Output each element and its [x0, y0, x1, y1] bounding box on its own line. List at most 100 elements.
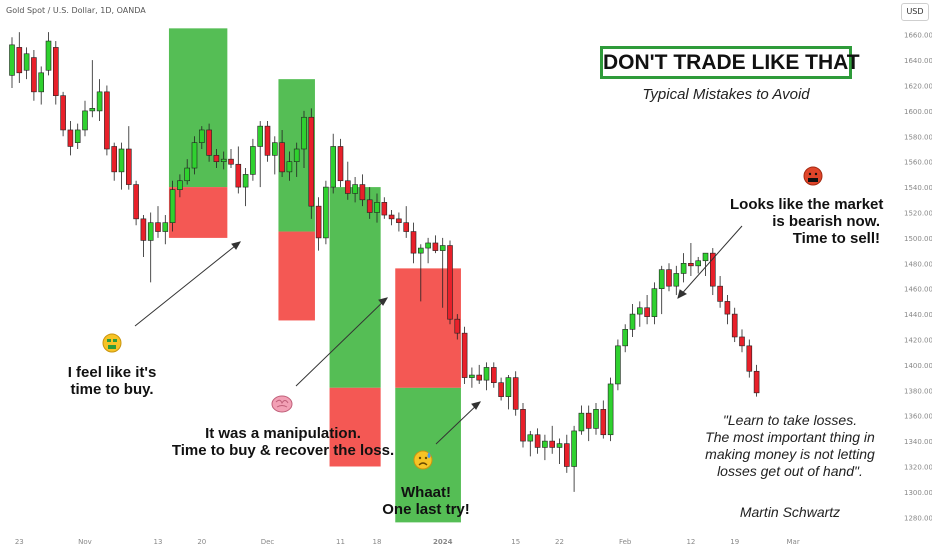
subheadline: Typical Mistakes to Avoid — [642, 86, 810, 103]
candle-73 — [542, 440, 548, 448]
candle-67 — [498, 382, 504, 397]
candle-21 — [162, 222, 169, 232]
emoji-brain — [271, 395, 293, 413]
candle-55 — [410, 231, 417, 254]
candles — [9, 32, 760, 492]
candle-98 — [724, 301, 731, 315]
price-tick-1520: 1520.000 — [904, 210, 932, 218]
candle-64 — [476, 374, 483, 381]
note-last-try-line-2: One last try! — [382, 501, 470, 518]
profit-zone-1 — [168, 28, 228, 188]
price-tick-1620: 1620.000 — [904, 83, 932, 91]
candle-99 — [731, 313, 738, 338]
candle-27 — [206, 129, 212, 156]
quote-line-1: "Learn to take losses. — [722, 412, 858, 428]
time-tick-0: 23 — [15, 538, 24, 546]
note-manipulation-line-1: It was a manipulation. — [205, 425, 361, 442]
candle-76 — [563, 443, 570, 467]
candle-43 — [323, 186, 329, 239]
quote-author: Martin Schwartz — [739, 504, 841, 520]
candle-80 — [593, 409, 599, 429]
price-tick-1600: 1600.000 — [904, 108, 932, 116]
arrow-manipulation-head — [378, 297, 389, 306]
currency-selector[interactable]: USD — [901, 3, 929, 21]
candle-51 — [381, 202, 388, 216]
candle-8 — [67, 129, 74, 147]
candle-63 — [469, 374, 475, 378]
candle-29 — [220, 158, 227, 163]
candle-70 — [520, 409, 526, 442]
candle-97 — [717, 285, 723, 302]
candle-2 — [23, 53, 30, 71]
candle-72 — [534, 434, 541, 448]
candle-18 — [140, 218, 147, 241]
arrow-bearish-head — [677, 289, 687, 299]
arrow-buy-head — [231, 241, 242, 250]
price-tick-1400: 1400.000 — [904, 362, 932, 370]
candle-41 — [308, 116, 315, 207]
candle-96 — [709, 252, 716, 287]
candle-79 — [585, 412, 592, 429]
quote-line-3: making money is not letting — [705, 446, 875, 462]
candle-59 — [439, 245, 446, 251]
position-zones — [168, 28, 461, 523]
time-tick-4: Dec — [261, 538, 275, 546]
time-tick-11: 12 — [686, 538, 695, 546]
candle-42 — [315, 205, 322, 239]
candle-56 — [417, 247, 424, 254]
candle-46 — [344, 180, 351, 194]
candle-91 — [673, 273, 680, 287]
candle-31 — [235, 163, 242, 188]
time-tick-10: Feb — [619, 538, 632, 546]
note-bearish: Looks like the market is bearish now. Ti… — [730, 196, 883, 247]
candle-39 — [293, 148, 300, 162]
time-tick-3: 20 — [197, 538, 206, 546]
candle-20 — [155, 222, 161, 232]
price-tick-1660: 1660.000 — [904, 32, 932, 40]
price-tick-1580: 1580.000 — [904, 133, 932, 141]
candle-17 — [133, 184, 139, 220]
candle-30 — [228, 158, 234, 165]
candle-57 — [425, 242, 431, 249]
candle-75 — [556, 443, 563, 448]
candle-48 — [359, 184, 366, 201]
candle-9 — [74, 129, 81, 143]
note-bearish-line-3: Time to sell! — [792, 230, 880, 247]
candle-61 — [454, 318, 461, 334]
candle-12 — [96, 91, 103, 112]
candle-14 — [111, 146, 117, 173]
arrow-bearish — [677, 225, 743, 299]
candle-26 — [199, 129, 205, 143]
candle-77 — [571, 430, 577, 467]
candle-93 — [688, 262, 694, 267]
arrow-manipulation — [295, 297, 388, 387]
price-tick-1440: 1440.000 — [904, 311, 932, 319]
time-tick-12: 19 — [730, 538, 739, 546]
candle-66 — [490, 367, 497, 383]
candle-81 — [600, 409, 607, 436]
candle-1 — [16, 47, 23, 74]
candle-11 — [89, 108, 96, 112]
candle-44 — [330, 146, 337, 188]
arrow-buy — [134, 241, 241, 327]
candle-90 — [666, 269, 672, 287]
note-manipulation-line-2: Time to buy & recover the loss. — [171, 442, 395, 459]
arrow-last-try — [435, 401, 481, 445]
candle-37 — [279, 142, 285, 173]
candle-16 — [126, 148, 132, 185]
loss-zone-2 — [278, 231, 315, 321]
candle-5 — [45, 40, 52, 71]
candle-86 — [636, 307, 643, 315]
price-tick-1480: 1480.000 — [904, 260, 932, 268]
candle-13 — [104, 91, 110, 150]
candle-6 — [52, 47, 59, 96]
emoji-cursing — [803, 166, 823, 186]
time-tick-7: 2024 — [433, 538, 453, 546]
price-tick-1560: 1560.000 — [904, 159, 932, 167]
candle-74 — [549, 440, 556, 448]
candle-24 — [184, 167, 190, 182]
candle-19 — [147, 222, 154, 241]
symbol-label: Gold Spot / U.S. Dollar, 1D, OANDA — [6, 6, 146, 15]
time-tick-13: Mar — [786, 538, 799, 546]
